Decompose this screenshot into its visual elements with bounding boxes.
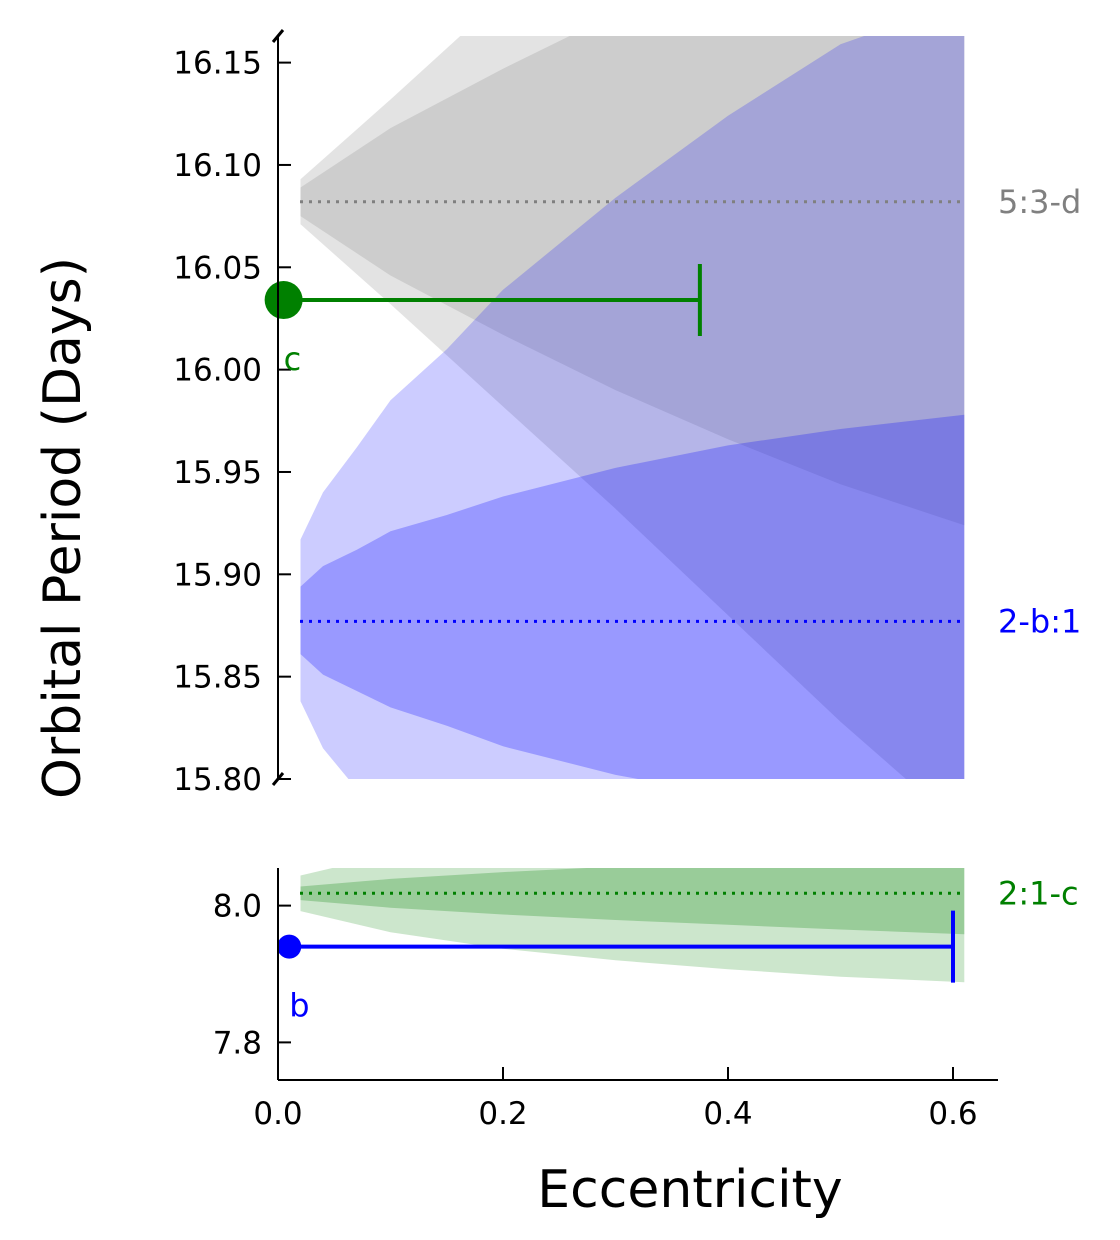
upper-y-tick-label: 16.05 — [173, 250, 262, 286]
x-tick-label: 0.0 — [253, 1096, 302, 1132]
axes: 15.80 15.85 15.90 15.95 16.00 16.05 16.10 16.15… — [173, 29, 998, 1132]
lower-resonance-label-0: 2:1-c — [998, 874, 1079, 912]
upper-y-tick-label: 15.90 — [173, 557, 262, 593]
upper-data-point — [264, 281, 303, 320]
x-tick-label: 0.2 — [478, 1096, 527, 1132]
x-tick-label: 0.6 — [928, 1096, 977, 1132]
lower-y-tick-label: 8.0 — [213, 889, 262, 925]
lower-panel-bands — [300, 868, 965, 983]
lower-point-label: b — [289, 987, 309, 1025]
upper-y-tick-label: 15.85 — [173, 660, 262, 696]
upper-band-outer-1 — [300, 36, 965, 779]
upper-band-outer-0 — [300, 36, 965, 779]
upper-panel-bands — [300, 36, 965, 779]
axis-break-mark-top — [271, 29, 285, 43]
lower-data-point — [277, 934, 302, 959]
lower-band-outer-0 — [300, 868, 965, 983]
upper-band-inner-1 — [300, 414, 965, 779]
lower-band-inner-0 — [300, 868, 965, 935]
x-axis-title: Eccentricity — [537, 1160, 842, 1220]
lower-y-tick-label: 7.8 — [213, 1025, 262, 1061]
annotations: 5:3-d 2-b:1 2:1-c c b — [284, 183, 1082, 1025]
x-tick-label: 0.4 — [703, 1096, 752, 1132]
upper-y-tick-label: 16.10 — [173, 148, 262, 184]
upper-y-tick-label: 15.80 — [173, 762, 262, 798]
upper-y-tick-label: 15.95 — [173, 455, 262, 491]
resonance-lines — [300, 200, 966, 895]
upper-point-label: c — [284, 340, 302, 378]
upper-y-tick-label: 16.15 — [173, 46, 262, 82]
upper-band-inner-0 — [300, 36, 965, 526]
upper-resonance-label-1: 2-b:1 — [998, 602, 1081, 640]
upper-y-tick-label: 16.00 — [173, 353, 262, 389]
upper-resonance-label-0: 5:3-d — [998, 183, 1081, 221]
error-bars — [264, 264, 955, 983]
y-axis-title: Orbital Period (Days) — [33, 257, 93, 799]
